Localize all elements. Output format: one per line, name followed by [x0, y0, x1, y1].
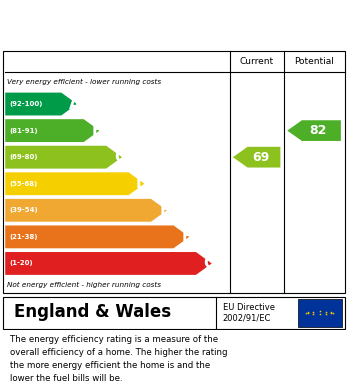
Polygon shape [5, 93, 77, 115]
Bar [298, 299, 342, 327]
Text: EU Directive: EU Directive [223, 303, 275, 312]
Text: (69-80): (69-80) [9, 154, 38, 160]
Polygon shape [233, 147, 280, 167]
Text: G: G [203, 256, 216, 271]
Polygon shape [5, 119, 100, 142]
Text: D: D [136, 176, 148, 191]
Polygon shape [5, 226, 189, 248]
Text: Potential: Potential [294, 57, 334, 66]
Text: 69: 69 [252, 151, 269, 164]
Text: B: B [91, 123, 103, 138]
Text: Not energy efficient - higher running costs: Not energy efficient - higher running co… [7, 282, 161, 288]
Polygon shape [5, 199, 167, 222]
Polygon shape [5, 172, 144, 195]
Polygon shape [287, 120, 341, 141]
Text: Energy Efficiency Rating: Energy Efficiency Rating [10, 15, 240, 34]
Polygon shape [5, 252, 212, 275]
Text: (92-100): (92-100) [9, 101, 43, 107]
Text: Current: Current [239, 57, 274, 66]
Text: (39-54): (39-54) [9, 207, 38, 213]
Text: 2002/91/EC: 2002/91/EC [223, 314, 271, 323]
Text: E: E [159, 203, 170, 218]
Polygon shape [5, 146, 122, 169]
Text: (81-91): (81-91) [9, 127, 38, 134]
Text: The energy efficiency rating is a measure of the
overall efficiency of a home. T: The energy efficiency rating is a measur… [10, 335, 228, 383]
Text: C: C [114, 150, 125, 165]
Text: England & Wales: England & Wales [14, 303, 171, 321]
Text: F: F [182, 230, 192, 244]
Text: A: A [69, 97, 80, 111]
Text: (1-20): (1-20) [9, 260, 33, 266]
Text: 82: 82 [310, 124, 327, 137]
Text: (21-38): (21-38) [9, 234, 38, 240]
Text: (55-68): (55-68) [9, 181, 38, 187]
Text: Very energy efficient - lower running costs: Very energy efficient - lower running co… [7, 79, 161, 84]
